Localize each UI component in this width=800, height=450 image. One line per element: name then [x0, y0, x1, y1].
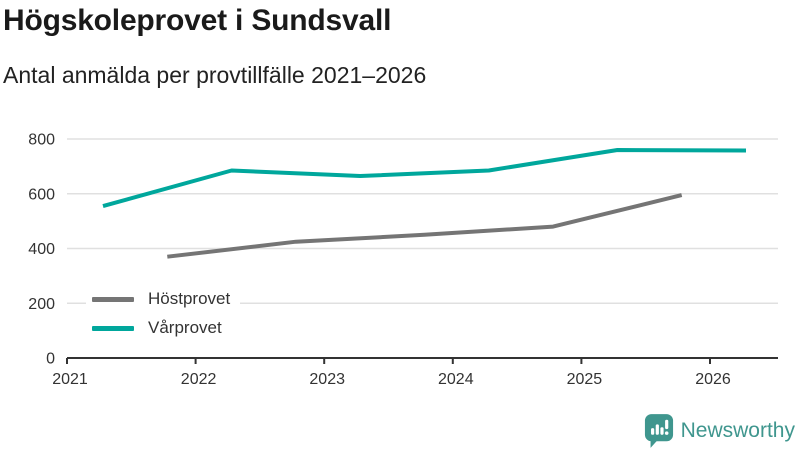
x-tick-label-2026: 2026 [695, 371, 731, 388]
legend-item-varprovet: Vårprovet [92, 318, 230, 338]
brand-name: Newsworthy [680, 418, 795, 442]
y-tick-label-200: 200 [28, 296, 55, 313]
x-tick-label-2024: 2024 [438, 371, 474, 388]
y-tick-label-400: 400 [28, 241, 55, 258]
newsworthy-icon [644, 414, 673, 448]
x-tick-label-2021: 2021 [52, 371, 88, 388]
legend-label-varprovet: Vårprovet [148, 318, 222, 337]
series-line-varprovet [102, 148, 747, 209]
legend-swatch-varprovet [92, 325, 134, 331]
x-tick-label-2023: 2023 [309, 371, 345, 388]
y-tick-label-800: 800 [28, 132, 55, 149]
x-tick-label-2025: 2025 [567, 371, 603, 388]
chart-plot: 0 200 400 600 800 2021 2022 2023 2024 2025 2026 [28, 132, 778, 388]
series-line-hostprovet [167, 193, 683, 259]
legend: Höstprovet Vårprovet [86, 287, 241, 340]
newsworthy-logo: Newsworthy [644, 413, 795, 448]
legend-item-hostprovet: Höstprovet [92, 289, 230, 309]
legend-swatch-hostprovet [92, 296, 134, 302]
legend-label-hostprovet: Höstprovet [148, 289, 231, 308]
y-tick-label-0: 0 [46, 351, 55, 368]
chart-title: Högskoleprovet i Sundsvall [3, 4, 392, 37]
y-tick-label-600: 600 [28, 186, 55, 203]
chart-subtitle: Antal anmälda per provtillfälle 2021–202… [3, 62, 427, 88]
x-tick-label-2022: 2022 [181, 371, 217, 388]
